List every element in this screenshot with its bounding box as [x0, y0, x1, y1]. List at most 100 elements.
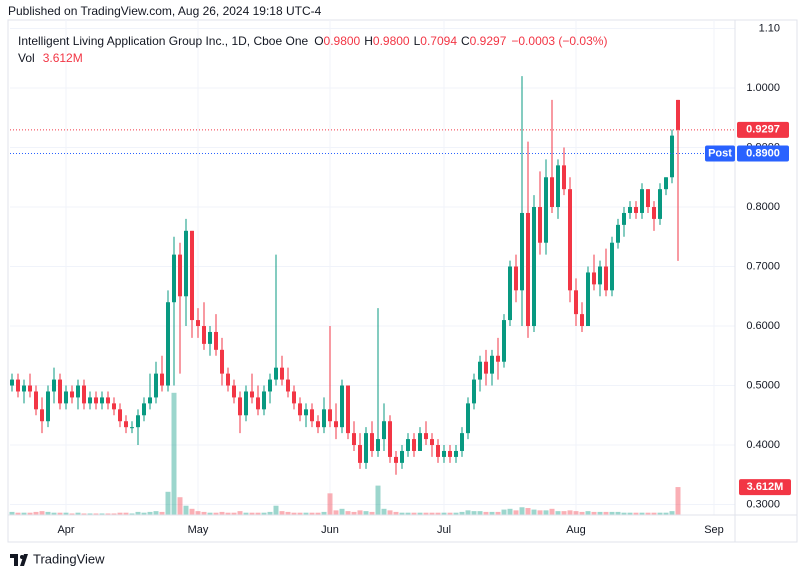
- candle-body: [310, 409, 314, 422]
- volume-bar: [63, 512, 69, 515]
- volume-bar: [645, 512, 651, 515]
- candle-body: [340, 385, 344, 428]
- volume-bar: [219, 511, 225, 515]
- volume-bar: [81, 513, 87, 515]
- volume-bar: [603, 511, 609, 515]
- candle-body: [676, 99, 680, 130]
- candle-body: [76, 385, 80, 398]
- y-tick-label: 0.7000: [746, 260, 780, 272]
- candle-body: [382, 421, 386, 440]
- candle-body: [298, 403, 302, 416]
- candle-body: [154, 373, 158, 398]
- candle-body: [184, 230, 188, 297]
- y-tick-label: 0.6000: [746, 320, 780, 332]
- volume-bar: [429, 512, 435, 515]
- candle-body: [598, 266, 602, 285]
- candle-body: [460, 433, 464, 451]
- candle-body: [106, 397, 110, 404]
- candle-body: [70, 391, 74, 398]
- y-tick-label: 1.10: [759, 22, 780, 34]
- volume-bar: [507, 508, 513, 515]
- candle-body: [166, 302, 170, 386]
- volume-bar: [75, 512, 81, 515]
- volume-bar: [93, 513, 99, 515]
- candle-body: [616, 224, 620, 243]
- volume-bar: [231, 512, 237, 515]
- candle-body: [34, 391, 38, 410]
- volume-bar: [489, 511, 495, 515]
- candle-layer: [10, 76, 680, 475]
- candle-body: [10, 379, 14, 386]
- candle-body: [508, 266, 512, 321]
- volume-layer: [9, 392, 681, 515]
- volume-bar: [423, 512, 429, 515]
- candle-body: [448, 450, 452, 457]
- legend-value: 0.7094: [420, 34, 457, 48]
- volume-bar: [465, 510, 471, 515]
- volume-bar: [651, 512, 657, 515]
- candle-body: [46, 391, 50, 422]
- volume-bar: [675, 487, 681, 515]
- volume-bar: [549, 508, 555, 515]
- legend-value: 0.9297: [470, 34, 507, 48]
- candle-body: [526, 212, 530, 327]
- candle-body: [52, 379, 56, 392]
- candle-body: [628, 207, 632, 213]
- volume-bar: [135, 511, 141, 515]
- last-price-label: 0.9297: [746, 124, 780, 136]
- candle-body: [580, 314, 584, 327]
- volume-bar: [345, 511, 351, 515]
- candle-body: [664, 177, 668, 190]
- candle-body: [352, 433, 356, 446]
- candle-body: [646, 189, 650, 208]
- y-tick-label: 0.5000: [746, 379, 780, 391]
- volume-bar: [99, 513, 105, 515]
- volume-bar: [303, 512, 309, 515]
- overlay-layer: 1.101.00000.90000.80000.70000.60000.5000…: [8, 20, 797, 542]
- candle-body: [490, 355, 494, 374]
- volume-bar: [405, 512, 411, 515]
- volume-bar: [657, 512, 663, 515]
- volume-bar: [39, 511, 45, 515]
- volume-bar: [87, 513, 93, 515]
- volume-bar: [621, 512, 627, 515]
- volume-bar: [177, 497, 183, 515]
- candle-body: [148, 397, 152, 404]
- volume-bar: [639, 512, 645, 515]
- brand-logo: [10, 554, 28, 566]
- volume-bar: [369, 511, 375, 515]
- volume-bar: [561, 511, 567, 515]
- volume-bar: [543, 510, 549, 515]
- volume-bar: [573, 511, 579, 515]
- post-price-label: 0.8900: [746, 147, 780, 159]
- candle-body: [364, 433, 368, 463]
- candle-body: [292, 391, 296, 404]
- candle-body: [442, 450, 446, 457]
- volume-bar: [201, 511, 207, 515]
- candle-body: [652, 207, 656, 219]
- volume-bar: [453, 512, 459, 515]
- candle-body: [562, 165, 566, 190]
- candle-body: [220, 349, 224, 374]
- volume-bar: [51, 512, 57, 515]
- candle-body: [304, 409, 308, 416]
- candle-body: [472, 379, 476, 404]
- volume-bar: [279, 511, 285, 515]
- candle-body: [574, 290, 578, 315]
- candle-body: [346, 385, 350, 434]
- volume-badge: [739, 479, 791, 496]
- candle-body: [454, 450, 458, 457]
- candle-body: [322, 409, 326, 428]
- candle-body: [466, 403, 470, 434]
- legend-key: H: [364, 34, 373, 48]
- volume-bar: [567, 510, 573, 515]
- candle-body: [130, 427, 134, 429]
- volume-bar: [327, 493, 333, 515]
- candle-body: [232, 385, 236, 398]
- brand: TradingView: [33, 551, 105, 566]
- volume-bar: [381, 508, 387, 515]
- volume-bar: [471, 511, 477, 515]
- candle-body: [670, 135, 674, 178]
- legend-value: 0.9800: [324, 34, 361, 48]
- candle-body: [604, 266, 608, 291]
